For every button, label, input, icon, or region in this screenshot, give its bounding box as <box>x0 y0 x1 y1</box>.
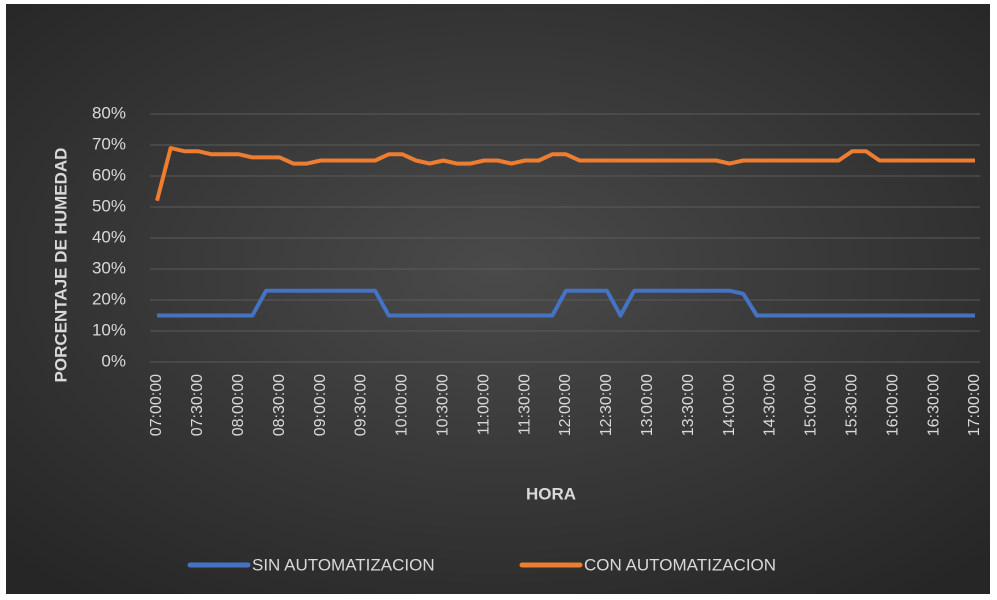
y-tick-label: 10% <box>92 320 126 339</box>
x-tick-label: 12:00:00 <box>557 374 574 436</box>
x-tick-label: 16:30:00 <box>925 374 942 436</box>
x-tick-label: 14:00:00 <box>721 374 738 436</box>
x-tick-label: 10:30:00 <box>435 374 452 436</box>
x-tick-label: 09:30:00 <box>353 374 370 436</box>
y-tick-label: 0% <box>101 351 126 370</box>
y-tick-label: 80% <box>92 103 126 122</box>
x-axis-title: HORA <box>526 484 576 503</box>
series-line <box>157 288 975 318</box>
x-tick-label: 11:00:00 <box>475 374 492 435</box>
y-axis-title: PORCENTAJE DE HUMEDAD <box>51 148 70 383</box>
x-tick-label: 17:00:00 <box>966 374 983 436</box>
y-tick-label: 60% <box>92 165 126 184</box>
x-tick-label: 10:00:00 <box>394 374 411 436</box>
legend-label: SIN AUTOMATIZACION <box>252 555 435 574</box>
x-tick-label: 13:30:00 <box>680 374 697 436</box>
x-tick-label: 08:00:00 <box>230 374 247 436</box>
y-tick-label: 40% <box>92 227 126 246</box>
series-line <box>155 146 975 202</box>
x-tick-label: 15:00:00 <box>803 374 820 436</box>
y-tick-label: 30% <box>92 258 126 277</box>
x-tick-label: 15:30:00 <box>844 374 861 436</box>
x-tick-label: 07:00:00 <box>148 374 165 436</box>
x-tick-label: 11:30:00 <box>516 374 533 435</box>
chart-background <box>6 4 990 594</box>
x-tick-label: 13:00:00 <box>639 374 656 436</box>
x-tick-label: 12:30:00 <box>598 374 615 436</box>
y-tick-label: 70% <box>92 134 126 153</box>
y-tick-label: 50% <box>92 196 126 215</box>
x-tick-label: 16:00:00 <box>884 374 901 436</box>
x-tick-label: 08:30:00 <box>271 374 288 436</box>
y-tick-label: 20% <box>92 289 126 308</box>
x-tick-label: 09:00:00 <box>312 374 329 436</box>
x-tick-label: 07:30:00 <box>189 374 206 436</box>
x-tick-label: 14:30:00 <box>762 374 779 436</box>
legend-label: CON AUTOMATIZACION <box>584 555 776 574</box>
